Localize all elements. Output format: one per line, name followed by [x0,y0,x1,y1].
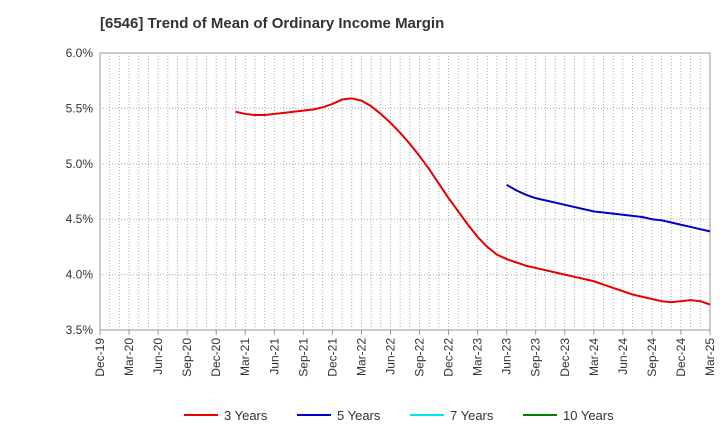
x-tick-label: Jun-23 [500,338,514,375]
plot-area [99,52,711,331]
x-tick-label: Mar-25 [703,338,717,376]
x-tick-label: Dec-19 [93,338,107,377]
x-tick-label: Dec-22 [442,338,456,377]
x-tick-layer: Dec-19 Mar-20 Jun-20 Sep-20 Dec-20 Mar-21 Jun-… [93,330,717,377]
y-tick-label: 3.5% [66,323,94,337]
series-layer [235,97,711,306]
x-tick-label: Jun-24 [616,338,630,375]
series-line-3-years [235,97,711,306]
grid-layer [100,53,710,330]
series-line-5-years [506,183,711,233]
x-tick-label: Sep-20 [180,338,194,377]
x-tick-label: Mar-22 [354,338,368,376]
x-tick-label: Jun-22 [383,338,397,375]
legend: 3 Years 5 Years 7 Years 10 Years [184,408,614,423]
x-tick-label: Mar-24 [587,338,601,376]
x-tick-label: Sep-23 [529,338,543,377]
legend-label-5-years: 5 Years [337,408,381,423]
y-tick-label: 4.5% [66,212,94,226]
x-tick-label: Dec-21 [325,338,339,377]
y-tick-label: 4.0% [66,268,94,282]
y-tick-layer: 3.5% 4.0% 4.5% 5.0% 5.5% 6.0% [66,46,94,337]
x-tick-label: Mar-20 [122,338,136,376]
x-tick-label: Dec-20 [209,338,223,377]
y-tick-label: 5.5% [66,101,94,115]
x-tick-label: Sep-22 [413,338,427,377]
legend-label-10-years: 10 Years [563,408,614,423]
y-tick-label: 5.0% [66,157,94,171]
x-tick-label: Mar-21 [238,338,252,376]
x-tick-label: Sep-24 [645,338,659,377]
legend-label-3-years: 3 Years [224,408,268,423]
x-tick-label: Dec-23 [558,338,572,377]
x-tick-label: Sep-21 [296,338,310,377]
x-tick-label: Mar-23 [471,338,485,376]
x-tick-label: Jun-21 [267,338,281,375]
x-tick-label: Dec-24 [674,338,688,377]
x-tick-label: Jun-20 [151,338,165,375]
chart-title: [6546] Trend of Mean of Ordinary Income … [100,15,445,32]
y-tick-label: 6.0% [66,46,94,60]
legend-label-7-years: 7 Years [450,408,494,423]
